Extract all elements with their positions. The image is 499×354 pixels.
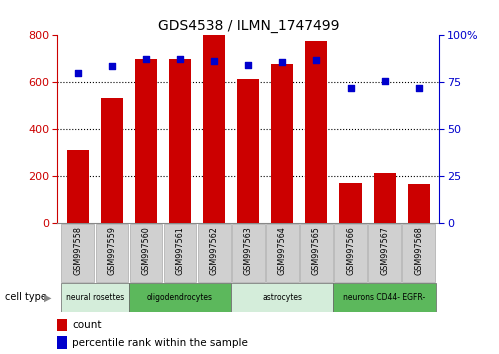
Text: GSM997561: GSM997561 xyxy=(176,226,185,275)
Text: GSM997567: GSM997567 xyxy=(380,226,389,275)
Point xyxy=(346,85,354,91)
FancyBboxPatch shape xyxy=(368,224,401,282)
FancyBboxPatch shape xyxy=(266,224,299,282)
Bar xyxy=(374,173,396,223)
Text: GSM997558: GSM997558 xyxy=(73,226,82,275)
Text: GSM997560: GSM997560 xyxy=(142,226,151,275)
FancyBboxPatch shape xyxy=(231,283,333,312)
Bar xyxy=(237,79,259,223)
FancyBboxPatch shape xyxy=(402,224,435,282)
Text: GSM997566: GSM997566 xyxy=(346,226,355,275)
Bar xyxy=(203,35,225,223)
Bar xyxy=(57,336,67,349)
FancyBboxPatch shape xyxy=(164,224,197,282)
Text: GSM997562: GSM997562 xyxy=(210,226,219,275)
Point xyxy=(278,59,286,64)
Point xyxy=(142,56,150,62)
Text: cell type: cell type xyxy=(5,292,47,302)
Point xyxy=(244,63,252,68)
Text: GSM997563: GSM997563 xyxy=(244,226,253,275)
FancyBboxPatch shape xyxy=(232,224,264,282)
FancyBboxPatch shape xyxy=(334,224,367,282)
FancyBboxPatch shape xyxy=(61,283,129,312)
Text: ▶: ▶ xyxy=(43,292,51,302)
Point xyxy=(74,70,82,76)
Text: neural rosettes: neural rosettes xyxy=(66,293,124,302)
Text: oligodendrocytes: oligodendrocytes xyxy=(147,293,213,302)
Text: count: count xyxy=(72,320,101,330)
FancyBboxPatch shape xyxy=(333,283,436,312)
Point xyxy=(108,63,116,69)
Text: neurons CD44- EGFR-: neurons CD44- EGFR- xyxy=(343,293,426,302)
Bar xyxy=(135,59,157,223)
Text: GSM997568: GSM997568 xyxy=(414,226,423,275)
Title: GDS4538 / ILMN_1747499: GDS4538 / ILMN_1747499 xyxy=(158,19,339,33)
Bar xyxy=(67,150,89,223)
FancyBboxPatch shape xyxy=(198,224,231,282)
FancyBboxPatch shape xyxy=(130,224,162,282)
Text: GSM997565: GSM997565 xyxy=(312,226,321,275)
Text: astrocytes: astrocytes xyxy=(262,293,302,302)
Bar xyxy=(271,64,293,223)
Point xyxy=(176,56,184,62)
Point xyxy=(381,79,389,84)
FancyBboxPatch shape xyxy=(129,283,231,312)
Text: percentile rank within the sample: percentile rank within the sample xyxy=(72,338,248,348)
Bar xyxy=(101,98,123,223)
Text: GSM997564: GSM997564 xyxy=(278,226,287,275)
Point xyxy=(415,85,423,91)
Point xyxy=(210,58,218,64)
FancyBboxPatch shape xyxy=(96,224,128,282)
FancyBboxPatch shape xyxy=(300,224,333,282)
Bar xyxy=(57,319,67,331)
Point xyxy=(312,57,320,63)
Bar xyxy=(339,183,362,223)
Bar xyxy=(169,59,191,223)
Bar xyxy=(305,41,327,223)
FancyBboxPatch shape xyxy=(61,224,94,282)
Bar xyxy=(408,184,430,223)
Text: GSM997559: GSM997559 xyxy=(107,226,116,275)
